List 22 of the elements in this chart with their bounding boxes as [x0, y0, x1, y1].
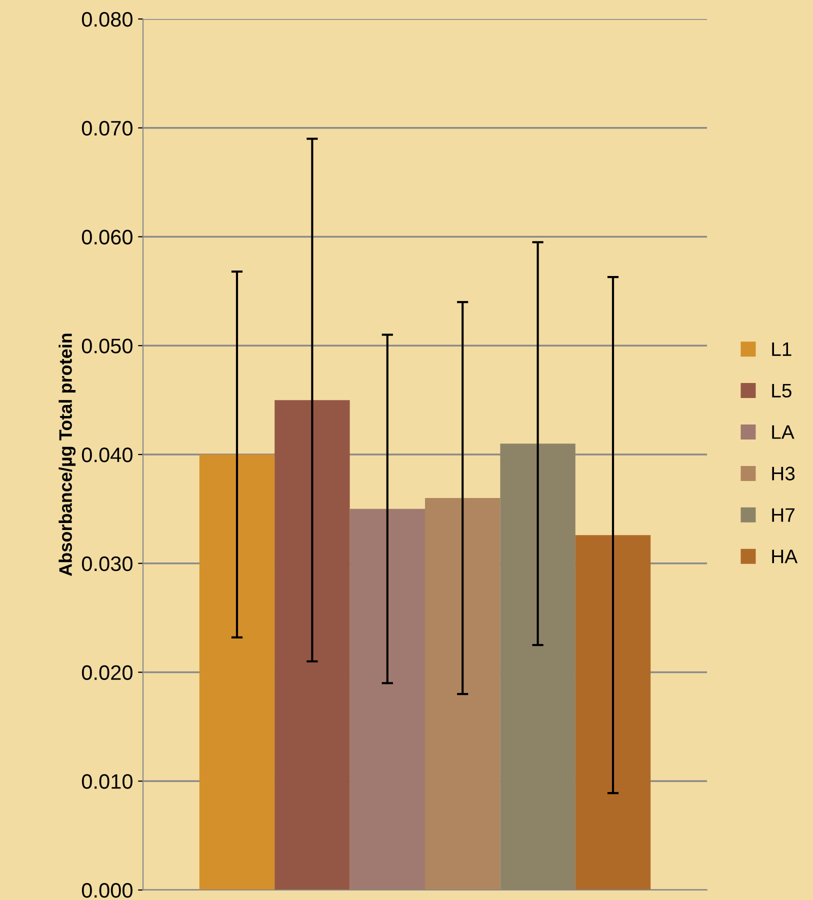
y-tick-label: 0.000	[82, 883, 132, 898]
legend-label: H3	[772, 466, 795, 480]
y-tick-label: 0.050	[82, 338, 132, 354]
y-tick-label: 0.020	[82, 665, 132, 680]
legend-label: LA	[772, 425, 794, 439]
bar	[199, 454, 275, 890]
bar	[425, 498, 500, 890]
legend-label: H7	[772, 508, 794, 522]
legend-label: L1	[772, 342, 792, 356]
legend-label: HA	[772, 550, 798, 564]
bar	[575, 535, 651, 890]
y-tick-label: 0.080	[82, 12, 132, 27]
legend-label: L5	[772, 384, 792, 398]
bar	[350, 508, 425, 890]
bar	[500, 444, 576, 890]
bar	[274, 400, 350, 890]
y-tick-label: 0.060	[82, 230, 132, 245]
y-tick-label: 0.070	[82, 120, 132, 136]
y-tick-label: 0.010	[82, 774, 132, 789]
y-tick-label: 0.040	[82, 448, 132, 462]
y-axis-title: Absorbance/µg Total protein	[58, 334, 76, 576]
y-tick-label: 0.030	[82, 556, 132, 572]
